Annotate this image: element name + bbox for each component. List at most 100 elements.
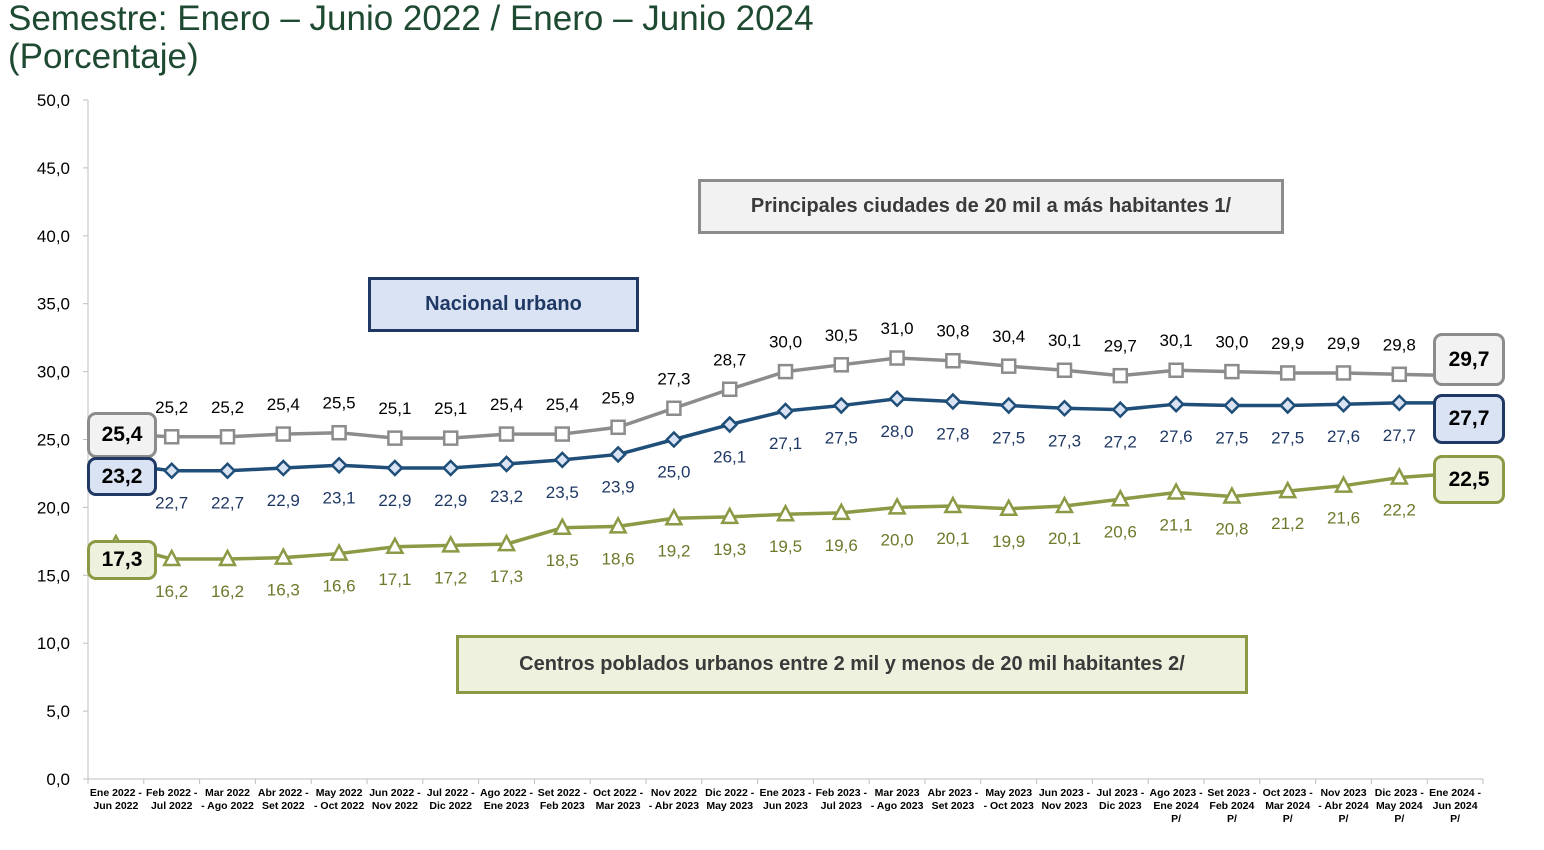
data-point-principales [1279, 365, 1296, 381]
x-tick-label-line: Jul 2022 - [427, 787, 475, 799]
data-label-centros: 21,6 [1327, 509, 1360, 528]
y-tick-label: 10,0 [37, 634, 70, 653]
x-tick-label: Mar 2023- Ago 2023 [871, 787, 924, 812]
x-tick-label-line: P/ [1227, 813, 1237, 825]
data-label-principales: 29,7 [1104, 337, 1137, 356]
data-point-nacional [888, 389, 906, 408]
data-point-principales [498, 426, 515, 442]
data-label-nacional: 22,9 [434, 491, 467, 510]
x-tick-label-line: Feb 2022 - [146, 787, 198, 799]
data-label-centros: 16,3 [267, 581, 300, 600]
x-tick-label: Feb 2022 -Jul 2022 [146, 787, 198, 812]
x-tick-label-line: P/ [1171, 813, 1181, 825]
data-label-centros: 20,1 [936, 529, 969, 548]
data-label-centros: 21,2 [1271, 514, 1304, 533]
end-value-centros-text: 22,5 [1448, 467, 1490, 491]
data-label-nacional: 27,6 [1160, 427, 1193, 446]
x-tick-label-line: Set 2022 [262, 800, 305, 812]
data-point-centros [1333, 475, 1354, 493]
data-label-nacional: 28,0 [881, 422, 914, 441]
data-point-principales [387, 430, 403, 446]
data-label-principales: 30,1 [1048, 331, 1081, 350]
x-tick-label-line: Dic 2023 [1099, 800, 1142, 812]
x-tick-label-line: Set 2022 - [538, 787, 588, 799]
x-tick-label-line: Mar 2023 [596, 800, 641, 812]
data-point-nacional [1223, 396, 1241, 415]
x-tick-label-line: Abr 2022 - [258, 787, 309, 799]
data-point-nacional [665, 430, 683, 449]
data-point-centros [775, 503, 796, 522]
data-label-principales: 25,4 [267, 395, 300, 414]
data-point-centros [720, 506, 740, 525]
data-label-principales: 25,1 [378, 399, 411, 418]
data-label-nacional: 26,1 [713, 448, 746, 467]
data-label-principales: 25,5 [323, 394, 356, 413]
data-label-centros: 18,5 [546, 551, 579, 570]
data-label-principales: 25,4 [490, 395, 523, 414]
data-label-centros: 20,8 [1215, 520, 1248, 539]
x-tick-label: Abr 2023 -Set 2023 [928, 787, 979, 812]
legend-principales: Principales ciudades de 20 mil a más hab… [698, 179, 1284, 234]
x-tick-label-line: May 2022 [316, 787, 363, 799]
data-point-centros [1222, 485, 1242, 504]
data-point-nacional [1055, 399, 1074, 418]
x-tick-label: Nov 2023- Abr 2024 P/ [1318, 787, 1369, 825]
data-point-nacional [999, 396, 1018, 415]
x-tick-label-line: P/ [1339, 813, 1349, 825]
x-tick-label-line: Ene 2023 - [760, 787, 812, 799]
x-tick-label: Jul 2022 -Dic 2022 [427, 787, 475, 812]
data-label-centros: 19,3 [713, 540, 746, 559]
x-tick-label-line: Feb 2024 [1209, 800, 1254, 812]
data-point-principales [1056, 362, 1073, 378]
legend-centros: Centros poblados urbanos entre 2 mil y m… [456, 635, 1248, 694]
x-tick-label-line: May 2024 [1376, 800, 1423, 812]
x-tick-label-line: Oct 2023 - [1263, 787, 1314, 799]
y-tick-label: 15,0 [37, 566, 70, 585]
x-tick-label-line: Nov 2022 [651, 787, 697, 799]
x-tick-label: Ene 2022 -Jun 2022 [90, 787, 142, 812]
x-tick-label: Jun 2022 -Nov 2022 [369, 787, 421, 812]
data-label-principales: 25,1 [434, 399, 467, 418]
data-point-nacional [776, 402, 795, 420]
data-point-principales [777, 363, 794, 380]
x-tick-label-line: Mar 2023 [875, 787, 920, 799]
x-tick-label: Ene 2023 -Jun 2023 [760, 787, 812, 812]
data-point-principales [1112, 367, 1129, 384]
x-tick-label: Jul 2023 -Dic 2023 [1096, 787, 1144, 812]
data-label-principales: 30,1 [1160, 331, 1193, 350]
data-point-nacional [497, 455, 516, 473]
x-tick-label: Mar 2022- Ago 2022 [201, 787, 254, 812]
data-label-centros: 19,6 [825, 536, 858, 555]
data-point-nacional [1334, 395, 1353, 413]
x-tick-label: Ago 2023 -Ene 2024 P/ [1150, 787, 1204, 825]
start-value-principales-text: 25,4 [101, 423, 143, 446]
data-point-nacional [720, 415, 739, 434]
data-label-centros: 16,2 [155, 582, 188, 601]
data-point-centros [273, 546, 293, 565]
data-label-nacional: 23,5 [546, 483, 579, 502]
x-tick-label: Feb 2023 -Jul 2023 [816, 787, 868, 812]
legend-principales-label: Principales ciudades de 20 mil a más hab… [750, 195, 1232, 217]
end-value-nacional-text: 27,7 [1448, 407, 1490, 430]
data-point-nacional [386, 459, 404, 477]
legend-nacional-label: Nacional urbano [425, 293, 582, 315]
end-value-principales-text: 29,7 [1448, 347, 1490, 371]
x-tick-label-line: Nov 2023 [1320, 787, 1366, 799]
data-point-nacional [218, 461, 237, 480]
chart-title-line1: Semestre: Enero – Junio 2022 / Enero – J… [8, 0, 814, 38]
x-tick-label: Abr 2022 -Set 2022 [258, 787, 309, 812]
x-tick-label-line: Jul 2022 [151, 800, 193, 812]
data-point-principales [945, 352, 961, 369]
data-point-centros [1054, 495, 1075, 514]
data-point-principales [833, 357, 850, 373]
x-tick-label: Nov 2022- Abr 2023 [649, 787, 700, 812]
data-label-nacional: 27,8 [936, 424, 969, 443]
x-tick-label-line: Ene 2024 - [1429, 787, 1481, 799]
data-label-nacional: 22,7 [155, 494, 188, 513]
x-tick-label-line: Dic 2023 - [1375, 787, 1425, 799]
data-label-principales: 25,4 [546, 395, 579, 414]
start-value-centros: 17,3 [87, 540, 157, 580]
data-point-centros [943, 495, 963, 514]
x-tick-label-line: Dic 2022 - [705, 787, 755, 799]
